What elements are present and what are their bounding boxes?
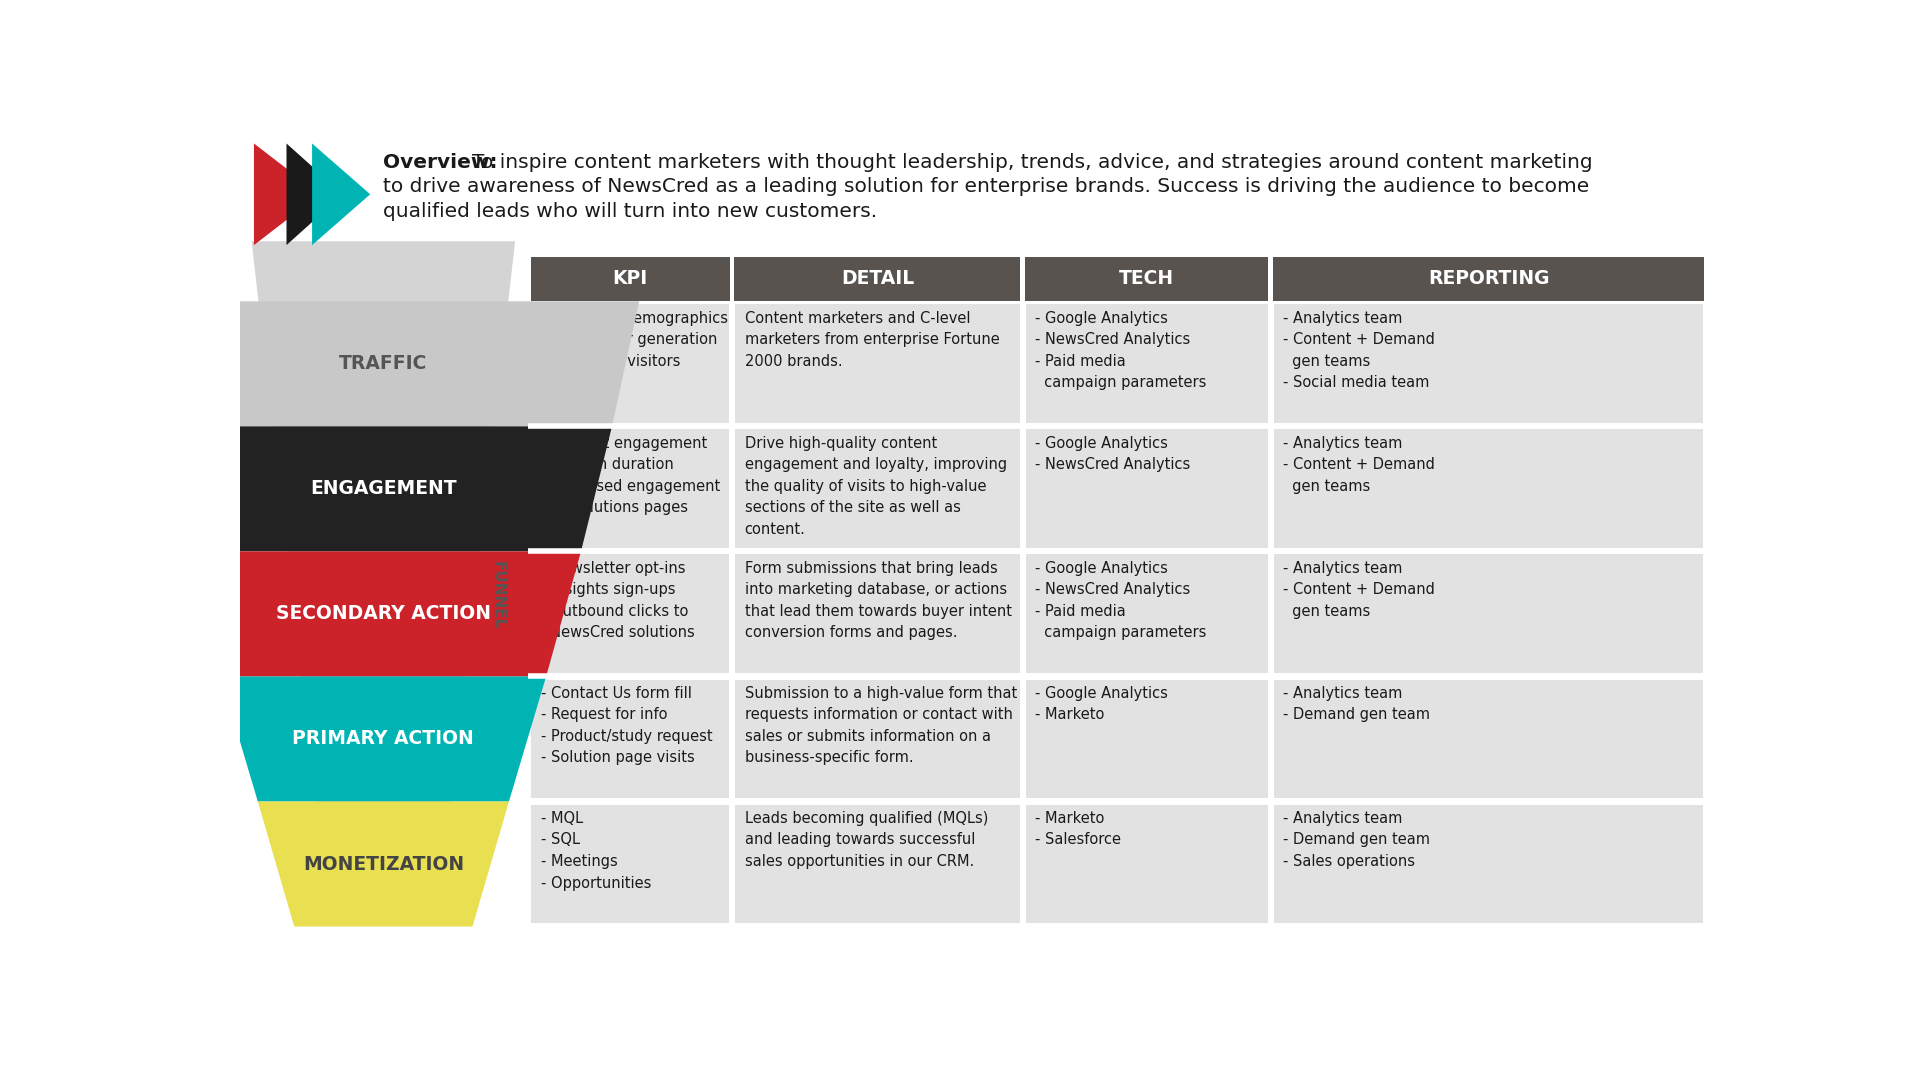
Text: Leads becoming qualified (MQLs)
and leading towards successful
sales opportuniti: Leads becoming qualified (MQLs) and lead… <box>745 811 989 869</box>
Text: KPI: KPI <box>612 270 647 288</box>
Text: - Google Analytics
- NewsCred Analytics
- Paid media
  campaign parameters: - Google Analytics - NewsCred Analytics … <box>1035 311 1206 390</box>
Text: to drive awareness of NewsCred as a leading solution for enterprise brands. Succ: to drive awareness of NewsCred as a lead… <box>384 177 1590 197</box>
Bar <box>1273 679 1703 798</box>
Text: - Analytics team
- Demand gen team: - Analytics team - Demand gen team <box>1283 686 1430 723</box>
Text: ENGAGEMENT: ENGAGEMENT <box>309 480 457 498</box>
Bar <box>1273 257 1703 301</box>
Text: Drive high-quality content
engagement and loyalty, improving
the quality of visi: Drive high-quality content engagement an… <box>745 435 1006 537</box>
Text: TRAFFIC: TRAFFIC <box>340 354 428 374</box>
Bar <box>532 679 730 798</box>
Bar <box>532 430 730 549</box>
Text: Overview:: Overview: <box>384 152 497 172</box>
Text: TECH: TECH <box>1119 270 1175 288</box>
Text: Form submissions that bring leads
into marketing database, or actions
that lead : Form submissions that bring leads into m… <box>745 561 1012 640</box>
Bar <box>735 554 1020 673</box>
Text: FUNNEL: FUNNEL <box>492 561 505 629</box>
Text: Content marketers and C-level
marketers from enterprise Fortune
2000 brands.: Content marketers and C-level marketers … <box>745 311 998 368</box>
Polygon shape <box>253 144 321 245</box>
Bar <box>532 805 730 923</box>
Bar <box>735 257 1020 301</box>
Text: MONETIZATION: MONETIZATION <box>303 854 465 874</box>
Text: - Marketo
- Salesforce: - Marketo - Salesforce <box>1035 811 1121 848</box>
Bar <box>735 430 1020 549</box>
Bar <box>1273 805 1703 923</box>
Text: - Contact Us form fill
- Request for info
- Product/study request
- Solution pag: - Contact Us form fill - Request for inf… <box>541 686 712 766</box>
Text: qualified leads who will turn into new customers.: qualified leads who will turn into new c… <box>384 202 877 221</box>
Text: - Analytics team
- Content + Demand
  gen teams
- Social media team: - Analytics team - Content + Demand gen … <box>1283 311 1434 390</box>
Bar <box>530 257 730 301</box>
Text: - Content engagement
- Session duration
- Increased engagement
  on solutions pa: - Content engagement - Session duration … <box>541 435 720 515</box>
Polygon shape <box>156 427 612 552</box>
Text: Submission to a high-value form that
requests information or contact with
sales : Submission to a high-value form that req… <box>745 686 1018 766</box>
Text: - Google Analytics
- Marketo: - Google Analytics - Marketo <box>1035 686 1167 723</box>
Text: DETAIL: DETAIL <box>841 270 914 288</box>
Polygon shape <box>127 301 639 427</box>
Text: PRIMARY ACTION: PRIMARY ACTION <box>292 729 474 748</box>
Bar <box>1273 430 1703 549</box>
Bar <box>1025 257 1269 301</box>
Bar <box>1025 805 1267 923</box>
Bar <box>735 305 1020 423</box>
Text: - Analytics team
- Content + Demand
  gen teams: - Analytics team - Content + Demand gen … <box>1283 435 1434 494</box>
Bar <box>1273 554 1703 673</box>
Bar <box>1025 430 1267 549</box>
Text: - Analytics team
- Content + Demand
  gen teams: - Analytics team - Content + Demand gen … <box>1283 561 1434 619</box>
Bar <box>1025 679 1267 798</box>
Bar <box>532 305 730 423</box>
Bar <box>532 554 730 673</box>
Bar <box>735 805 1020 923</box>
Polygon shape <box>221 676 545 801</box>
Text: - Google Analytics
- NewsCred Analytics: - Google Analytics - NewsCred Analytics <box>1035 435 1190 472</box>
Polygon shape <box>313 144 371 245</box>
Bar <box>735 679 1020 798</box>
Text: - MQL
- SQL
- Meetings
- Opportunities: - MQL - SQL - Meetings - Opportunities <box>541 811 651 891</box>
Text: SECONDARY ACTION: SECONDARY ACTION <box>276 605 492 623</box>
Polygon shape <box>252 241 515 922</box>
Bar <box>1273 305 1703 423</box>
Text: REPORTING: REPORTING <box>1428 270 1549 288</box>
Polygon shape <box>186 552 582 676</box>
Polygon shape <box>286 144 344 245</box>
Text: - Analytics team
- Demand gen team
- Sales operations: - Analytics team - Demand gen team - Sal… <box>1283 811 1430 869</box>
Text: - Audience demographics
- New visitor generation
- Returning visitors: - Audience demographics - New visitor ge… <box>541 311 728 368</box>
Bar <box>1025 305 1267 423</box>
Text: - Google Analytics
- NewsCred Analytics
- Paid media
  campaign parameters: - Google Analytics - NewsCred Analytics … <box>1035 561 1206 640</box>
Text: To inspire content marketers with thought leadership, trends, advice, and strate: To inspire content marketers with though… <box>472 152 1594 172</box>
Bar <box>1025 554 1267 673</box>
Polygon shape <box>257 801 509 927</box>
Text: - Newsletter opt-ins
- Insights sign-ups
- Outbound clicks to
  NewsCred solutio: - Newsletter opt-ins - Insights sign-ups… <box>541 561 695 640</box>
